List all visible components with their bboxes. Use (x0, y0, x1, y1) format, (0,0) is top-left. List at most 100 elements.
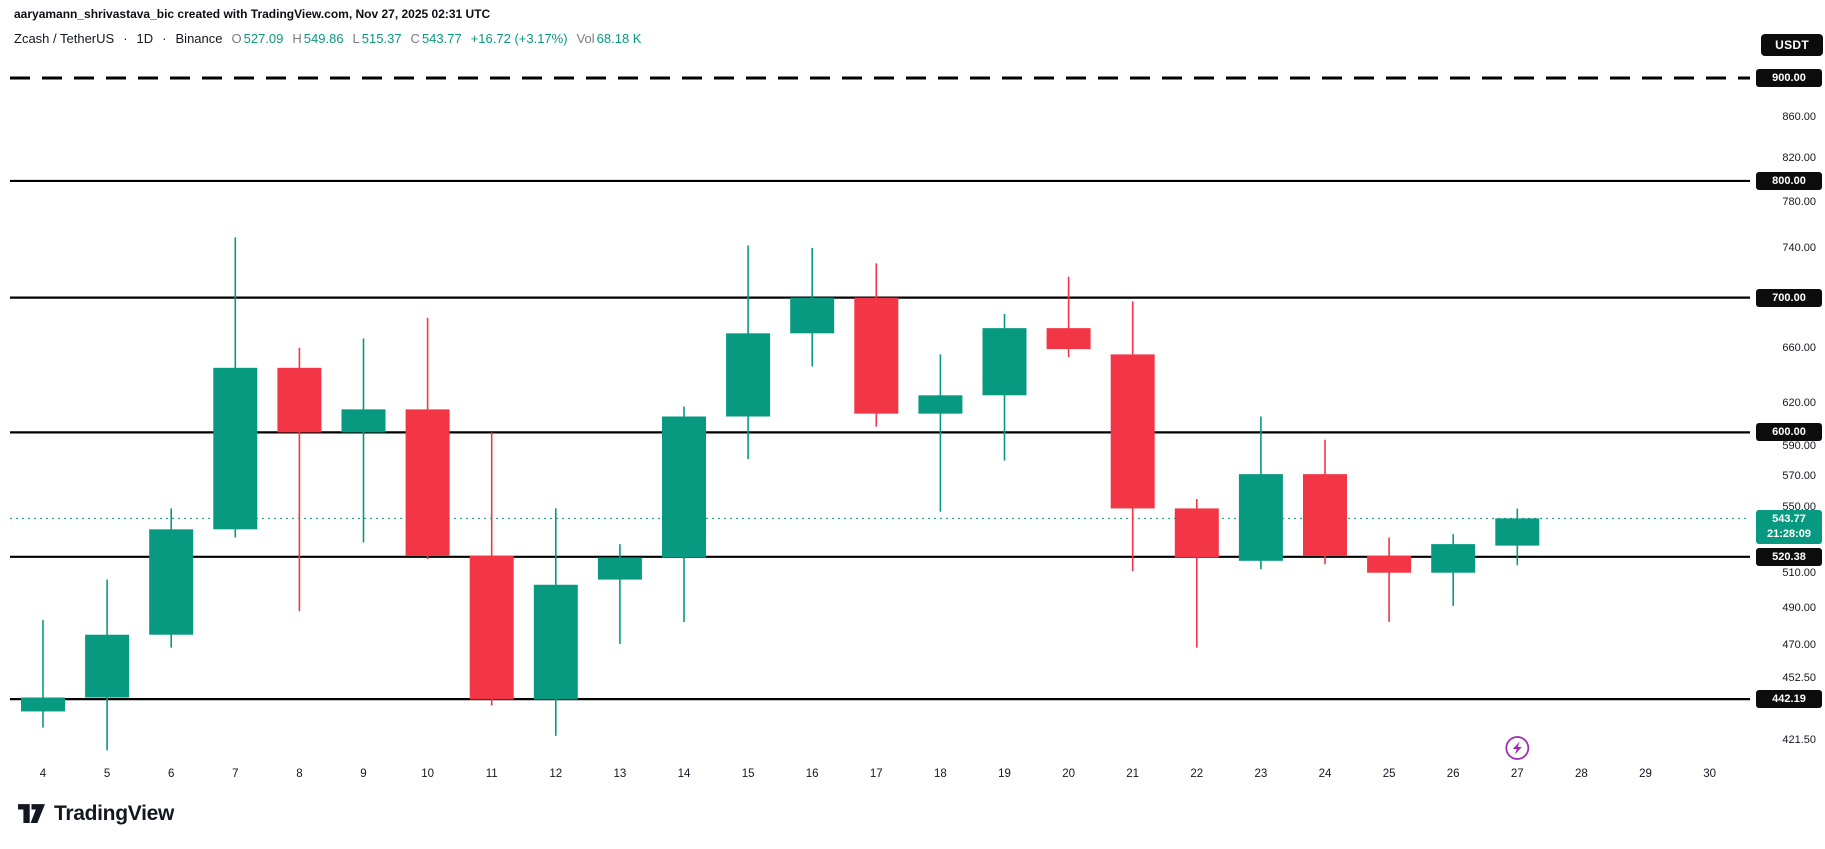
tradingview-logo[interactable]: TradingView (18, 802, 174, 826)
separator-dot: · (123, 31, 128, 46)
level-price-label-800.00: 800.00 (1756, 171, 1822, 190)
candle-body-4 (21, 697, 65, 712)
time-tick-19: 19 (998, 768, 1011, 780)
price-tick-740.00: 740.00 (1782, 242, 1816, 255)
level-price-label-600.00: 600.00 (1756, 423, 1822, 442)
interval-label[interactable]: 1D (136, 31, 154, 46)
candle-body-10 (405, 409, 450, 556)
candle-body-26 (1431, 544, 1476, 573)
close-label: C (410, 31, 420, 46)
candle-body-19 (982, 328, 1027, 396)
candle-body-23 (1238, 474, 1283, 561)
tradingview-logo-icon (18, 804, 45, 823)
time-axis[interactable]: 4 5 6 7 8 9 10 11 12 13 14 15 16 17 18 19 20 21 22 23 24 25 26… (0, 760, 1750, 792)
candle-body-18 (918, 395, 963, 414)
open-value: O 527.09 (232, 31, 284, 46)
candle-body-20 (1046, 328, 1091, 350)
candle-body-7 (213, 367, 258, 530)
price-tick-510.00: 510.00 (1782, 567, 1816, 580)
time-tick-23: 23 (1254, 768, 1268, 780)
time-tick-18: 18 (933, 768, 947, 780)
low-price: 515.37 (361, 31, 402, 46)
price-tick-470.00: 470.00 (1782, 638, 1816, 651)
time-tick-16: 16 (805, 768, 819, 780)
candle-body-6 (149, 529, 194, 635)
close-price: 543.77 (421, 31, 462, 46)
separator-dot: · (162, 31, 167, 46)
candle-body-17 (854, 297, 899, 414)
quote-currency-badge[interactable]: USDT (1761, 34, 1823, 56)
high-value: H 549.86 (292, 31, 343, 46)
high-label: H (292, 31, 302, 46)
volume-label: Vol (576, 31, 595, 46)
time-tick-26: 26 (1446, 768, 1460, 780)
low-value: L 515.37 (353, 31, 402, 46)
time-tick-14: 14 (677, 768, 691, 780)
price-tick-421.50: 421.50 (1782, 734, 1816, 746)
high-price: 549.86 (303, 31, 344, 46)
candle-body-13 (597, 557, 642, 580)
time-tick-30: 30 (1703, 768, 1716, 780)
time-tick-27: 27 (1510, 768, 1524, 780)
symbol-legend[interactable]: Zcash / TetherUS · 1D · Binance O 527.09 … (14, 31, 641, 46)
level-price-label-520.38: 520.38 (1756, 547, 1822, 566)
candle-body-27 (1495, 518, 1540, 546)
time-tick-8: 8 (296, 768, 303, 780)
candle-body-5 (85, 634, 130, 698)
time-tick-29: 29 (1639, 768, 1652, 780)
price-tick-620.00: 620.00 (1782, 396, 1816, 409)
time-tick-13: 13 (613, 768, 627, 780)
candle-body-21 (1110, 354, 1155, 509)
time-tick-25: 25 (1382, 768, 1396, 780)
price-tick-820.00: 820.00 (1782, 152, 1816, 165)
symbol-name[interactable]: Zcash / TetherUS (14, 31, 115, 46)
candle-body-12 (533, 584, 578, 700)
countdown-timer: 21:28:09 (1766, 528, 1812, 541)
price-tick-570.00: 570.00 (1782, 470, 1816, 483)
volume-value: Vol 68.18 K (577, 31, 642, 46)
time-tick-21: 21 (1126, 768, 1140, 780)
low-label: L (352, 31, 360, 46)
time-tick-28: 28 (1574, 768, 1588, 780)
time-tick-24: 24 (1318, 768, 1332, 780)
price-tick-590.00: 590.00 (1782, 440, 1816, 453)
candle-body-15 (726, 333, 771, 417)
candle-body-9 (341, 409, 386, 433)
price-tick-490.00: 490.00 (1782, 602, 1816, 615)
level-price-label-442.19: 442.19 (1756, 690, 1822, 709)
change-value: +16.72 (+3.17%) (470, 31, 568, 46)
time-tick-12: 12 (549, 768, 563, 780)
time-tick-15: 15 (741, 768, 755, 780)
candle-body-16 (790, 297, 835, 334)
candle-body-8 (277, 367, 322, 433)
time-tick-11: 11 (485, 768, 498, 780)
candle-body-22 (1174, 508, 1219, 558)
level-price-label-900.00: 900.00 (1756, 69, 1822, 87)
price-tick-860.00: 860.00 (1782, 110, 1816, 123)
open-price: 527.09 (243, 31, 284, 46)
time-tick-22: 22 (1190, 768, 1204, 780)
current-price-label: 543.77 21:28:09 (1756, 510, 1822, 545)
candle-body-11 (469, 555, 514, 700)
time-tick-20: 20 (1062, 768, 1075, 780)
open-label: O (231, 31, 242, 46)
level-price-label-700.00: 700.00 (1756, 288, 1822, 307)
current-price-value: 543.77 (1772, 513, 1806, 526)
attribution-text: aaryamann_shrivastava_bic created with T… (14, 7, 491, 21)
time-tick-6: 6 (167, 768, 175, 780)
price-tick-660.00: 660.00 (1782, 342, 1816, 355)
time-tick-4: 4 (39, 768, 47, 780)
candle-body-14 (662, 416, 706, 558)
exchange-label[interactable]: Binance (175, 31, 223, 46)
price-tick-780.00: 780.00 (1782, 196, 1816, 209)
price-axis[interactable]: 860.00 820.00 780.00 740.00 660.00 620.00 590.… (1750, 0, 1825, 849)
time-tick-17: 17 (869, 768, 883, 780)
event-marker-circle[interactable] (1505, 736, 1530, 760)
time-tick-7: 7 (232, 768, 239, 780)
price-tick-452.50: 452.50 (1782, 671, 1816, 684)
candle-body-25 (1367, 555, 1412, 573)
close-value: C 543.77 (411, 31, 462, 46)
time-tick-5: 5 (103, 768, 111, 780)
